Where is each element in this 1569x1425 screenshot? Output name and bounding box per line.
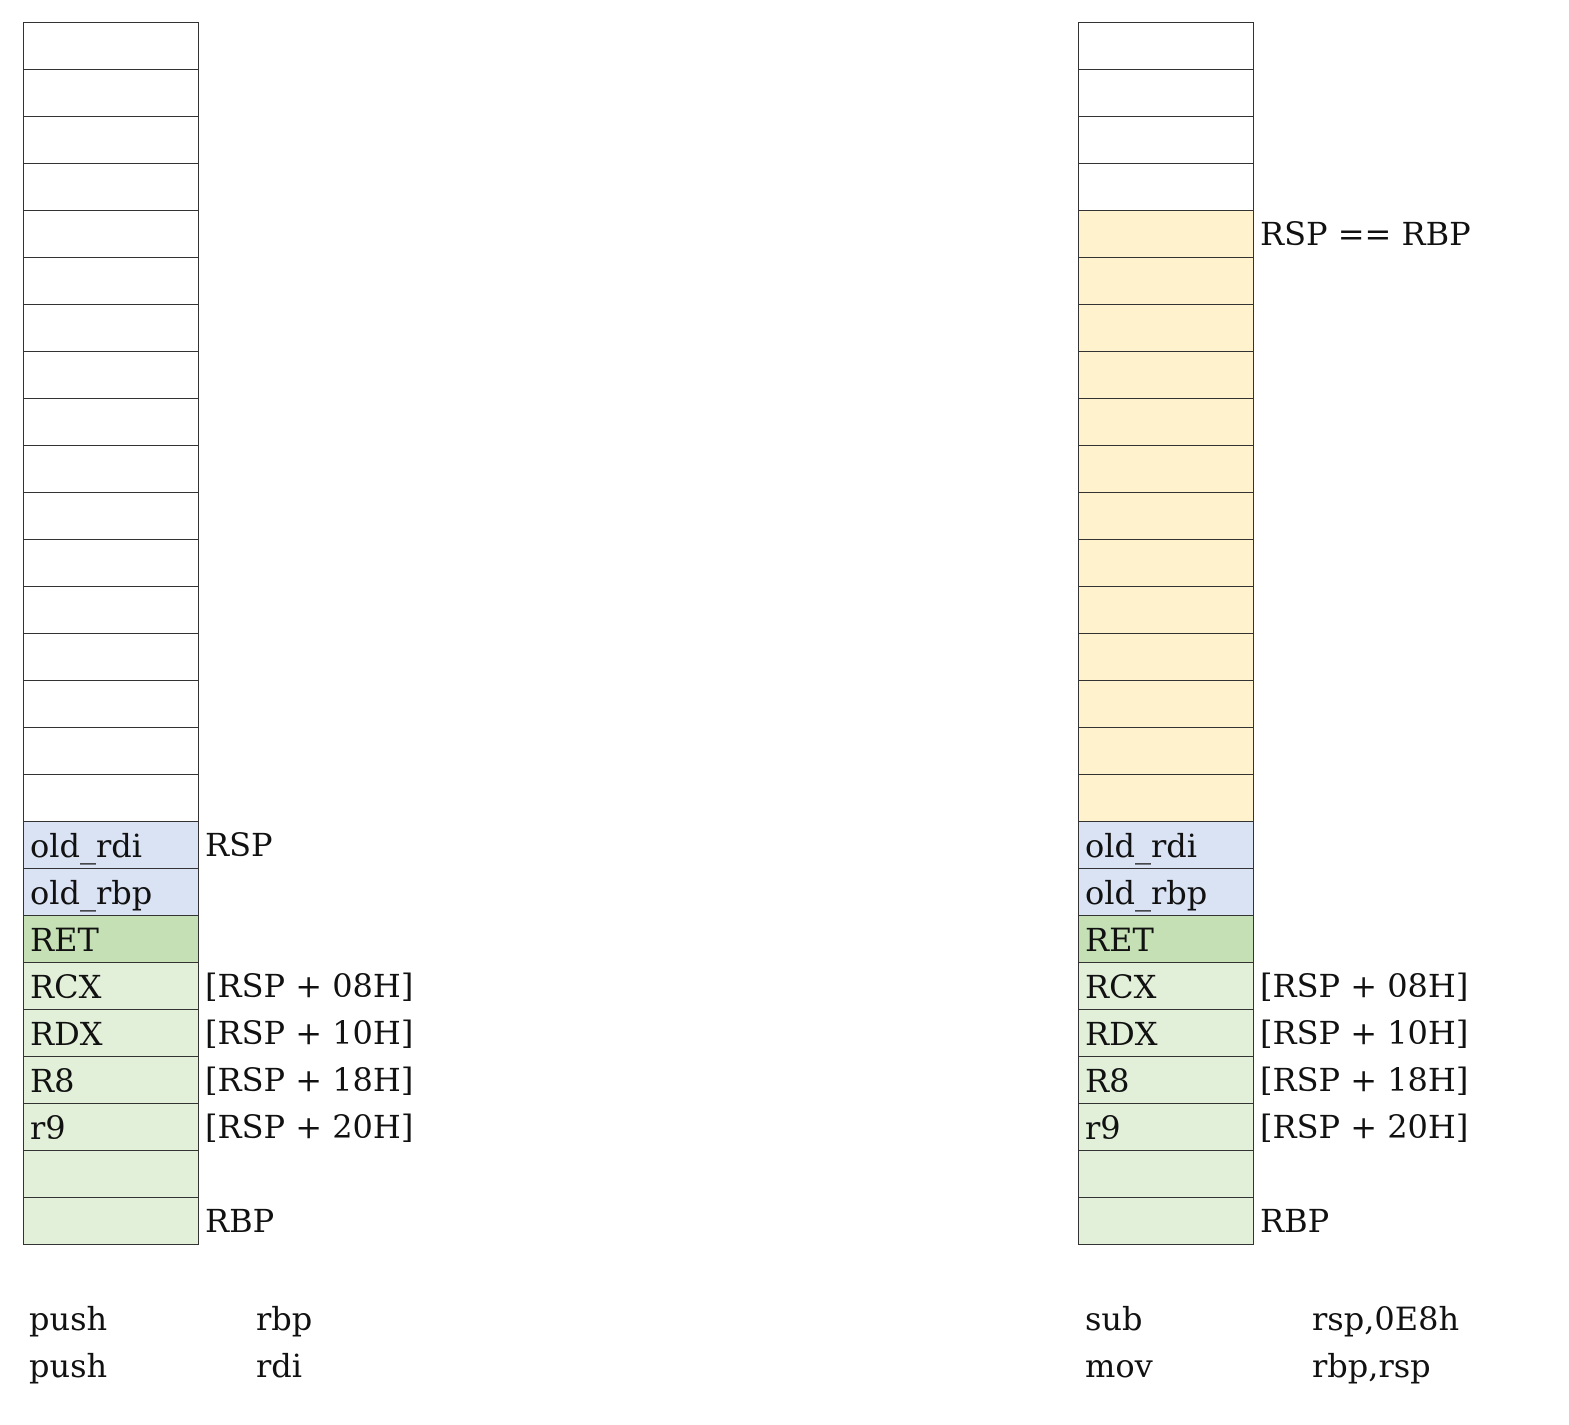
stack-slot-label: old_rdi	[1085, 827, 1197, 865]
stack-slot: r9	[1079, 1104, 1254, 1151]
stack-slot: old_rdi	[24, 822, 199, 869]
stack-slot	[24, 681, 199, 728]
stack-pointer-label: RBP	[205, 1202, 275, 1240]
stack-slot	[1079, 587, 1254, 634]
stack-slot	[1079, 540, 1254, 587]
stack-slot	[24, 399, 199, 446]
stack-slot	[24, 775, 199, 822]
asm-operand: rbp	[256, 1300, 313, 1338]
stack-slot-label: R8	[1085, 1062, 1130, 1100]
stack-pointer-label: RSP == RBP	[1260, 215, 1471, 253]
stack-slot	[24, 164, 199, 211]
stack-pointer-label: [RSP + 08H]	[205, 967, 414, 1005]
stack-slot	[24, 493, 199, 540]
stack-slot	[1079, 1151, 1254, 1198]
stack-slot	[1079, 446, 1254, 493]
stack-slot: R8	[24, 1057, 199, 1104]
stack-slot	[24, 352, 199, 399]
stack-slot	[1079, 305, 1254, 352]
stack-slot	[1079, 493, 1254, 540]
stack-slot	[24, 211, 199, 258]
stack-slot	[24, 70, 199, 117]
stack-slot	[1079, 1198, 1254, 1245]
asm-opcode: mov	[1085, 1347, 1153, 1385]
stack-slot-label: RDX	[30, 1015, 103, 1053]
stack-slot	[1079, 352, 1254, 399]
stack-slot	[24, 258, 199, 305]
stack-slot: old_rbp	[1079, 869, 1254, 916]
stack-slot	[24, 728, 199, 775]
stack-slot-label: r9	[30, 1109, 66, 1147]
stack-slot	[24, 587, 199, 634]
stack-slot	[24, 446, 199, 493]
stack-slot: R8	[1079, 1057, 1254, 1104]
stack-slot	[24, 117, 199, 164]
stack-slot-label: RET	[30, 921, 99, 959]
stack-slot-label: RCX	[30, 968, 102, 1006]
stack-slot	[24, 1198, 199, 1245]
stack-slot: r9	[24, 1104, 199, 1151]
stack-pointer-label: [RSP + 20H]	[205, 1108, 414, 1146]
asm-operand: rsp,0E8h	[1312, 1300, 1460, 1338]
stack-slot-label: RDX	[1085, 1015, 1158, 1053]
stack-slot: old_rbp	[24, 869, 199, 916]
stack-slot-label: RET	[1085, 921, 1154, 959]
stack-slot	[24, 305, 199, 352]
stack-slot-label: old_rbp	[1085, 874, 1208, 912]
stack-slot	[24, 540, 199, 587]
stack-slot	[24, 23, 199, 70]
stack-pointer-label: [RSP + 20H]	[1260, 1108, 1469, 1146]
stack-pointer-label: [RSP + 10H]	[205, 1014, 414, 1052]
asm-opcode: push	[29, 1300, 108, 1338]
stack-slot-label: old_rbp	[30, 874, 153, 912]
stack-slot	[24, 634, 199, 681]
stack-slot	[1079, 728, 1254, 775]
stack-slot	[1079, 117, 1254, 164]
stack-slot: RET	[1079, 916, 1254, 963]
asm-operand: rbp,rsp	[1312, 1347, 1431, 1385]
stack-slot	[1079, 211, 1254, 258]
stack-slot-label: r9	[1085, 1109, 1121, 1147]
stack-slot: RDX	[1079, 1010, 1254, 1057]
asm-opcode: push	[29, 1347, 108, 1385]
stack-slot	[1079, 681, 1254, 728]
stack-slot	[1079, 164, 1254, 211]
stack-slot	[1079, 634, 1254, 681]
stack-slot: RCX	[24, 963, 199, 1010]
stack-slot: RET	[24, 916, 199, 963]
stack-slot	[1079, 70, 1254, 117]
stack-slot	[24, 1151, 199, 1198]
stack-pointer-label: [RSP + 10H]	[1260, 1014, 1469, 1052]
asm-operand: rdi	[256, 1347, 303, 1385]
stack-pointer-label: RSP	[205, 826, 273, 864]
stack-slot	[1079, 258, 1254, 305]
stack-pointer-label: [RSP + 08H]	[1260, 967, 1469, 1005]
stack-slot	[1079, 23, 1254, 70]
right-stack-diagram: old_rdi old_rbp RET RCX RDX R8 r9	[1078, 22, 1254, 1245]
asm-opcode: sub	[1085, 1300, 1143, 1338]
stack-slot-label: R8	[30, 1062, 75, 1100]
stack-slot-label: old_rdi	[30, 827, 142, 865]
stack-pointer-label: [RSP + 18H]	[1260, 1061, 1469, 1099]
stack-pointer-label: RBP	[1260, 1202, 1330, 1240]
stack-slot	[1079, 775, 1254, 822]
stack-slot: RCX	[1079, 963, 1254, 1010]
stack-slot: old_rdi	[1079, 822, 1254, 869]
left-stack-diagram: old_rdi old_rbp RET RCX RDX R8 r9	[23, 22, 199, 1245]
stack-slot	[1079, 399, 1254, 446]
stack-slot: RDX	[24, 1010, 199, 1057]
stack-slot-label: RCX	[1085, 968, 1157, 1006]
stack-pointer-label: [RSP + 18H]	[205, 1061, 414, 1099]
